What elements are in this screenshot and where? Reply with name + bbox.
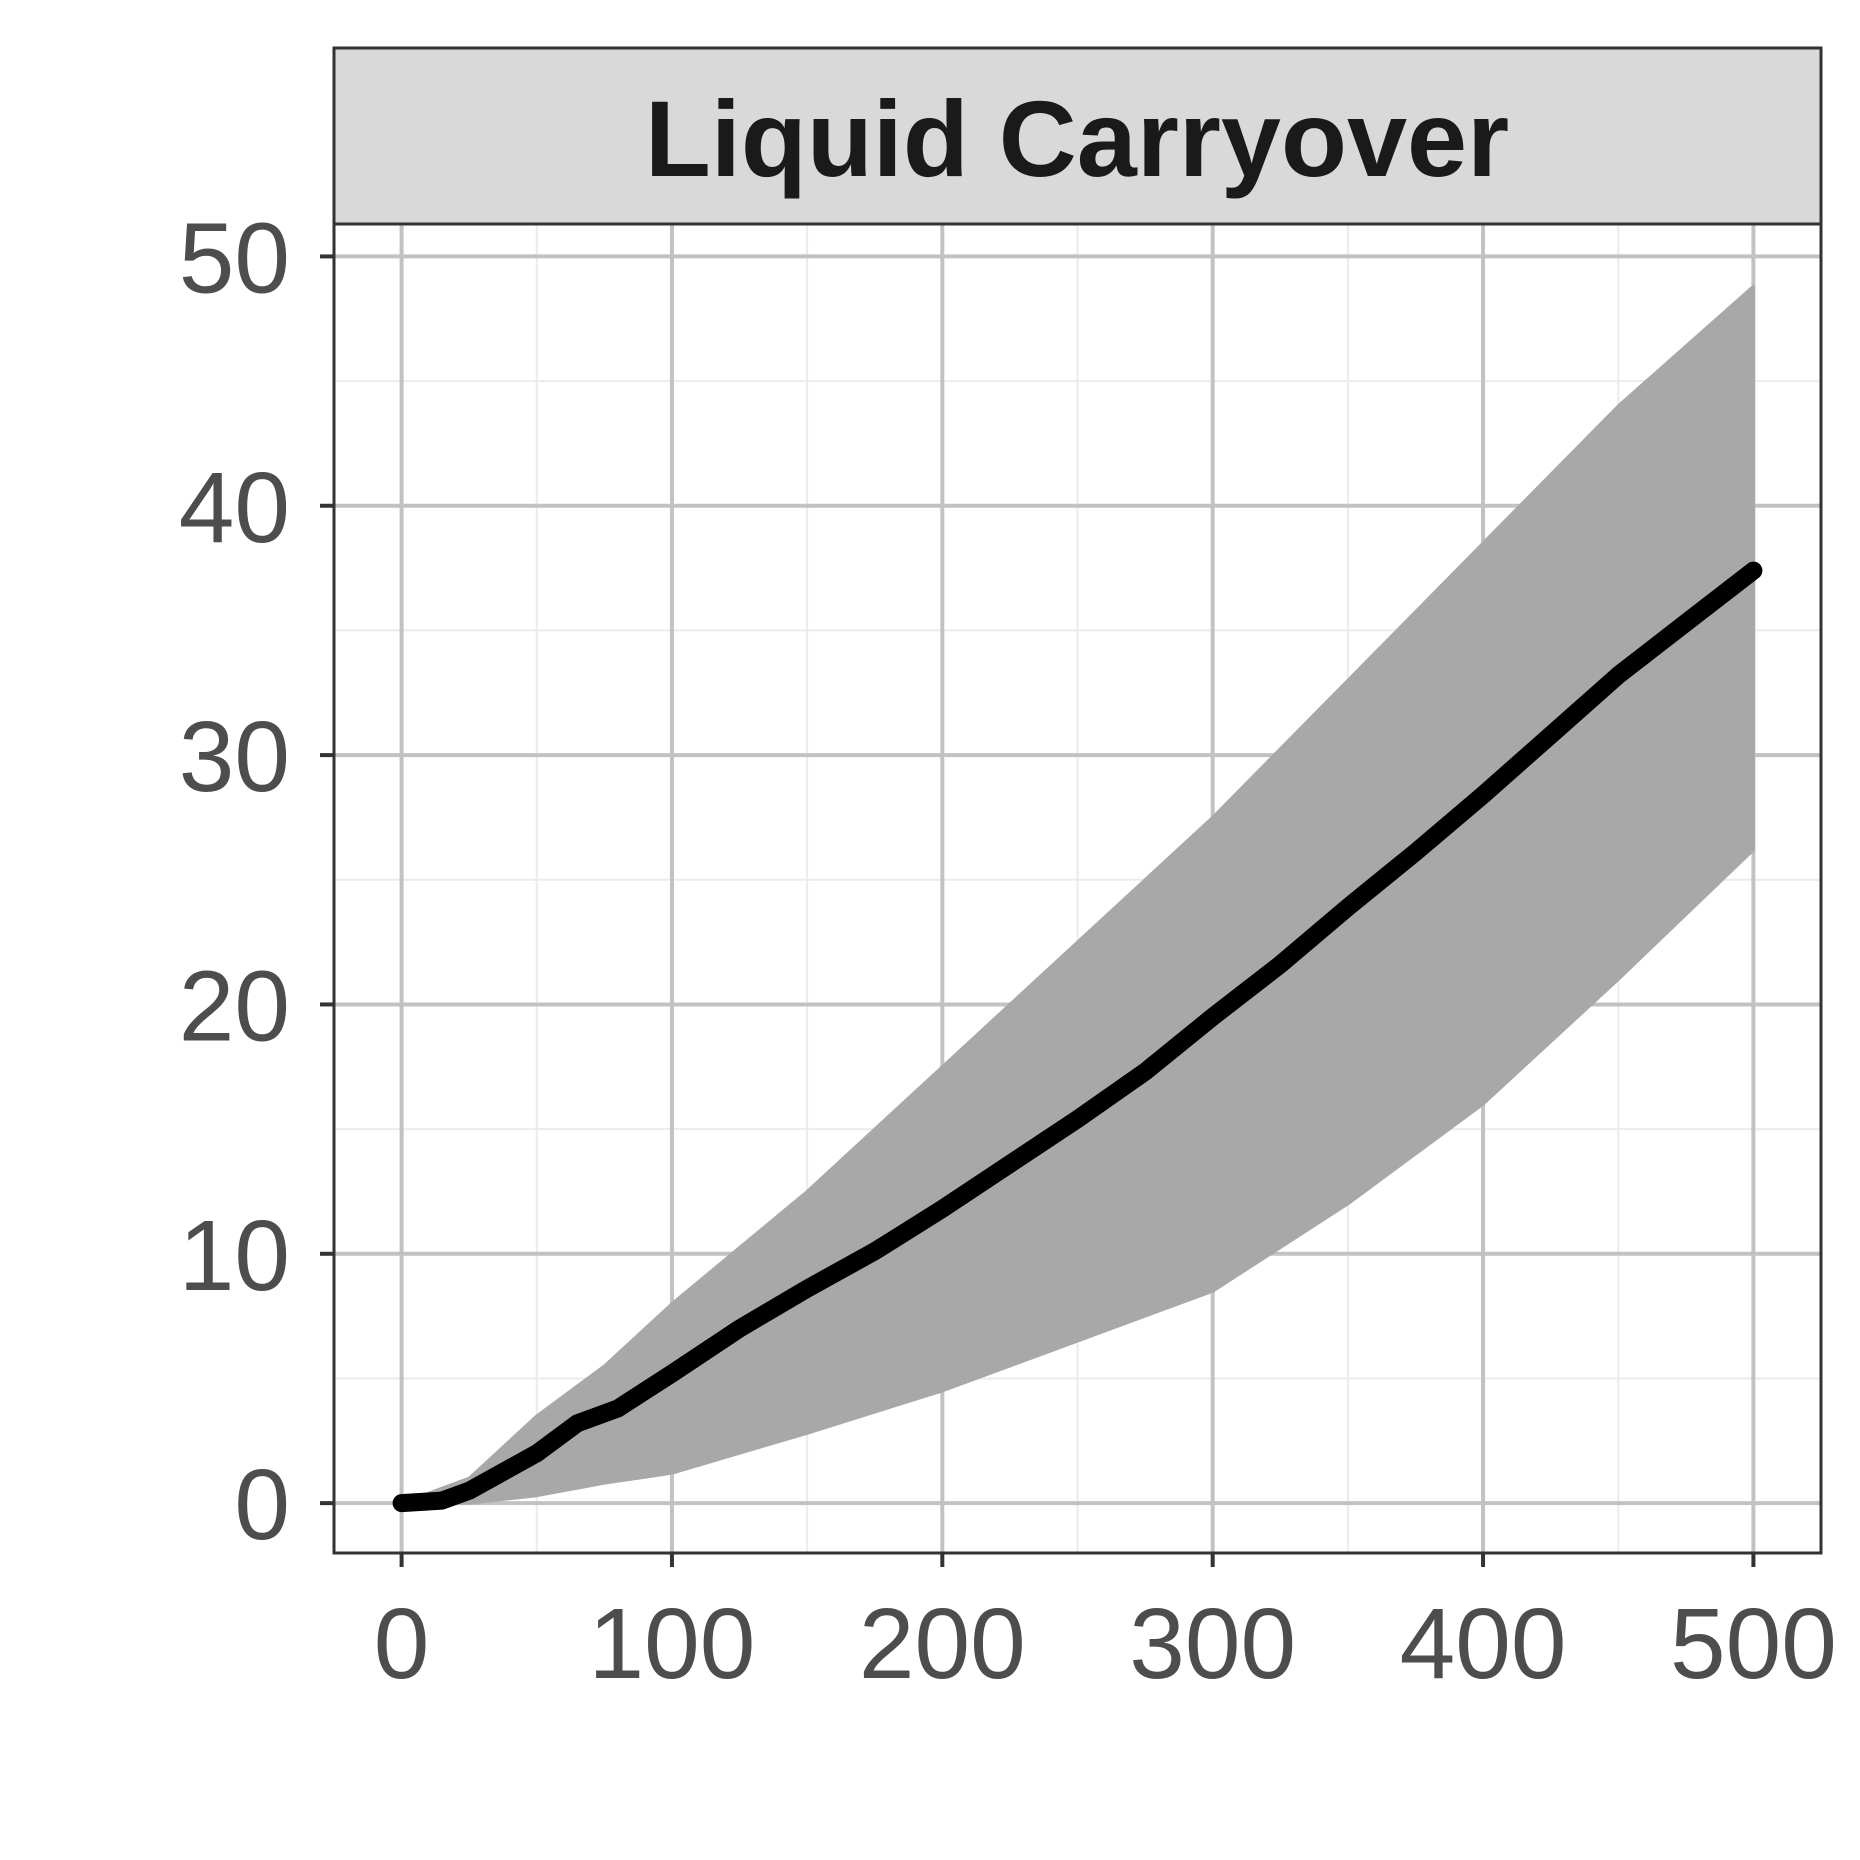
x-tick-label: 100 xyxy=(589,1588,756,1700)
y-tick-label: 10 xyxy=(179,1200,290,1312)
x-tick-label: 200 xyxy=(859,1588,1026,1700)
y-tick-label: 50 xyxy=(179,202,290,314)
y-tick-label: 20 xyxy=(179,950,290,1062)
mean-line xyxy=(392,561,1763,1513)
x-tick-label: 500 xyxy=(1670,1588,1837,1700)
x-tick-label: 400 xyxy=(1400,1588,1567,1700)
x-tick-label: 0 xyxy=(374,1588,430,1700)
y-tick-label: 40 xyxy=(179,452,290,564)
strip-background xyxy=(332,46,1823,226)
y-tick-label: 0 xyxy=(234,1449,290,1561)
x-tick-label: 300 xyxy=(1129,1588,1296,1700)
mean-line-group xyxy=(392,561,1763,1513)
y-tick-label: 30 xyxy=(179,701,290,813)
minor-grid xyxy=(334,224,1821,1553)
y-axis: 0 10 20 30 40 50 xyxy=(179,202,334,1561)
x-axis: 0 100 200 300 400 500 xyxy=(374,1553,1837,1700)
strip-title: Liquid Carryover xyxy=(645,78,1509,199)
